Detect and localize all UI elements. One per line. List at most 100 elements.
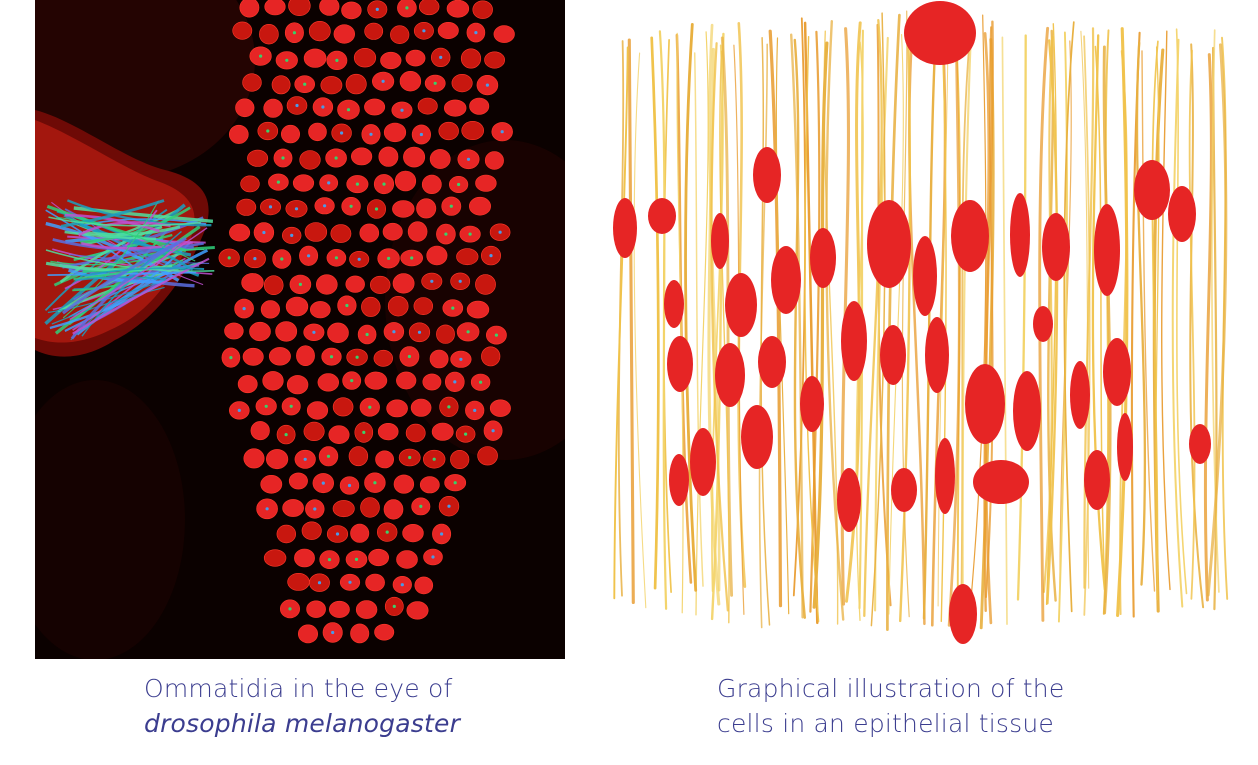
ommatidium-center <box>457 182 461 187</box>
tissue-fiber <box>876 23 892 607</box>
tissue-fiber <box>937 36 949 607</box>
ommatidium <box>377 423 399 441</box>
ommatidium-center <box>485 83 489 87</box>
fluorescent-streak <box>80 241 193 250</box>
tissue-fiber <box>1189 43 1205 609</box>
tissue-fiber <box>1130 31 1141 618</box>
ommatidium-center <box>326 454 331 458</box>
ommatidium <box>327 322 349 343</box>
ommatidium <box>263 549 287 567</box>
ommatidium-center <box>419 132 423 137</box>
ommatidium <box>235 98 255 118</box>
ommatidium <box>330 224 352 243</box>
ommatidium <box>365 573 385 592</box>
ommatidium <box>429 349 449 369</box>
tissue-fibers <box>613 10 1229 637</box>
tissue-fiber <box>1083 35 1091 616</box>
ommatidium <box>264 0 286 16</box>
ommatidium <box>266 449 289 470</box>
cell-nucleus <box>891 468 917 512</box>
tissue-fiber <box>695 31 709 616</box>
fluorescent-streak <box>62 242 204 269</box>
ommatidium-center <box>290 233 294 237</box>
ommatidium-center <box>329 355 334 359</box>
ommatidium <box>406 601 429 620</box>
ommatidium <box>484 51 506 69</box>
ommatidium <box>421 174 442 194</box>
cell-nucleus <box>1103 338 1131 406</box>
tissue-fiber <box>947 29 961 627</box>
ommatidium-center <box>288 607 292 611</box>
ommatidium <box>410 398 432 417</box>
ommatidium-center <box>381 79 385 83</box>
ommatidium <box>237 375 258 394</box>
ommatidium <box>361 296 381 317</box>
tissue-fiber <box>899 32 912 623</box>
ommatidium <box>341 1 362 20</box>
ommatidium <box>276 524 297 544</box>
fluorescent-streak <box>48 216 201 227</box>
ommatidium <box>348 446 369 467</box>
ommatidium <box>451 73 473 93</box>
cell-nucleus <box>725 273 757 337</box>
fluorescent-streak <box>45 221 180 282</box>
ommatidium-center <box>268 205 273 209</box>
ommatidium <box>396 550 418 569</box>
ommatidium <box>405 49 426 67</box>
ommatidium <box>250 421 270 441</box>
ommatidium <box>328 425 350 445</box>
ommatidium-center <box>453 380 457 384</box>
ommatidium-center <box>317 581 322 585</box>
ommatidium <box>263 275 284 296</box>
cell-nucleus <box>810 228 836 288</box>
ommatidium <box>299 150 321 170</box>
cell-nucleus <box>935 438 955 514</box>
ommatidium <box>353 48 377 68</box>
ommatidium <box>297 624 318 644</box>
ommatidium-center <box>347 483 352 488</box>
tissue-fiber <box>627 38 635 605</box>
tissue-fiber <box>1102 45 1112 615</box>
ommatidium-center <box>346 108 351 112</box>
tissue-fiber <box>825 20 845 621</box>
ommatidium-center <box>227 256 231 260</box>
ommatidium-center <box>313 507 317 511</box>
tissue-fiber <box>658 30 668 610</box>
ommatidium <box>306 401 329 420</box>
ommatidium <box>288 0 311 16</box>
ommatidium-center <box>400 583 404 587</box>
ommatidium <box>315 274 338 295</box>
fluorescent-streak <box>61 241 178 315</box>
ommatidium-center <box>405 6 409 10</box>
ommatidium <box>383 122 407 143</box>
ommatidium <box>382 222 403 241</box>
ommatidium <box>309 301 331 319</box>
ommatidium <box>481 346 501 367</box>
ommatidium <box>405 423 426 443</box>
ommatidium <box>489 399 511 417</box>
ommatidium-center <box>453 481 457 485</box>
ommatidium <box>236 198 257 216</box>
left-caption-line1: Ommatidia in the eye of <box>144 674 453 703</box>
ommatidium <box>332 500 355 518</box>
tissue-fiber <box>768 29 783 608</box>
tissue-fiber <box>711 44 724 592</box>
ommatidium <box>437 21 459 39</box>
fluorescent-streak <box>47 279 167 314</box>
ommatidium-center <box>464 432 468 436</box>
ommatidium <box>271 75 291 95</box>
tissue-fiber <box>1206 43 1228 597</box>
ommatidium-center <box>303 457 307 461</box>
cell-nucleus <box>715 343 745 407</box>
ommatidium <box>282 499 304 517</box>
ommatidium <box>394 170 417 192</box>
fluorescent-streak <box>51 286 165 325</box>
ommatidium <box>345 73 367 95</box>
ommatidium-center <box>335 532 340 536</box>
ommatidium <box>368 548 390 567</box>
cell-nucleus <box>904 1 976 65</box>
ommatidium-center <box>331 630 335 635</box>
ommatidium-center <box>392 330 396 334</box>
ommatidium-center <box>500 130 504 134</box>
cell-nucleus <box>1134 160 1170 220</box>
